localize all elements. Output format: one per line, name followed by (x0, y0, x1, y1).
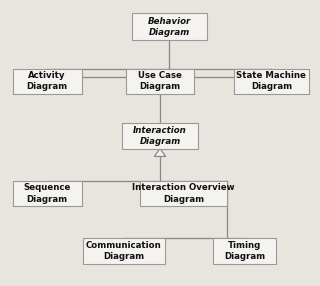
Text: Activity
Diagram: Activity Diagram (27, 71, 68, 92)
FancyBboxPatch shape (122, 123, 198, 149)
FancyBboxPatch shape (234, 69, 309, 94)
FancyBboxPatch shape (132, 13, 207, 40)
FancyBboxPatch shape (83, 238, 165, 263)
FancyBboxPatch shape (213, 238, 276, 263)
FancyBboxPatch shape (140, 181, 228, 206)
Text: Interaction
Diagram: Interaction Diagram (133, 126, 187, 146)
Text: Sequence
Diagram: Sequence Diagram (23, 183, 71, 204)
Polygon shape (154, 149, 166, 156)
Text: Timing
Diagram: Timing Diagram (224, 241, 265, 261)
FancyBboxPatch shape (125, 69, 195, 94)
Text: Behavior
Diagram: Behavior Diagram (148, 17, 191, 37)
Text: Use Case
Diagram: Use Case Diagram (138, 71, 182, 92)
FancyBboxPatch shape (12, 69, 82, 94)
FancyBboxPatch shape (12, 181, 82, 206)
Text: Interaction Overview
Diagram: Interaction Overview Diagram (132, 183, 235, 204)
Polygon shape (164, 69, 175, 77)
Text: State Machine
Diagram: State Machine Diagram (236, 71, 306, 92)
Text: Communication
Diagram: Communication Diagram (86, 241, 162, 261)
